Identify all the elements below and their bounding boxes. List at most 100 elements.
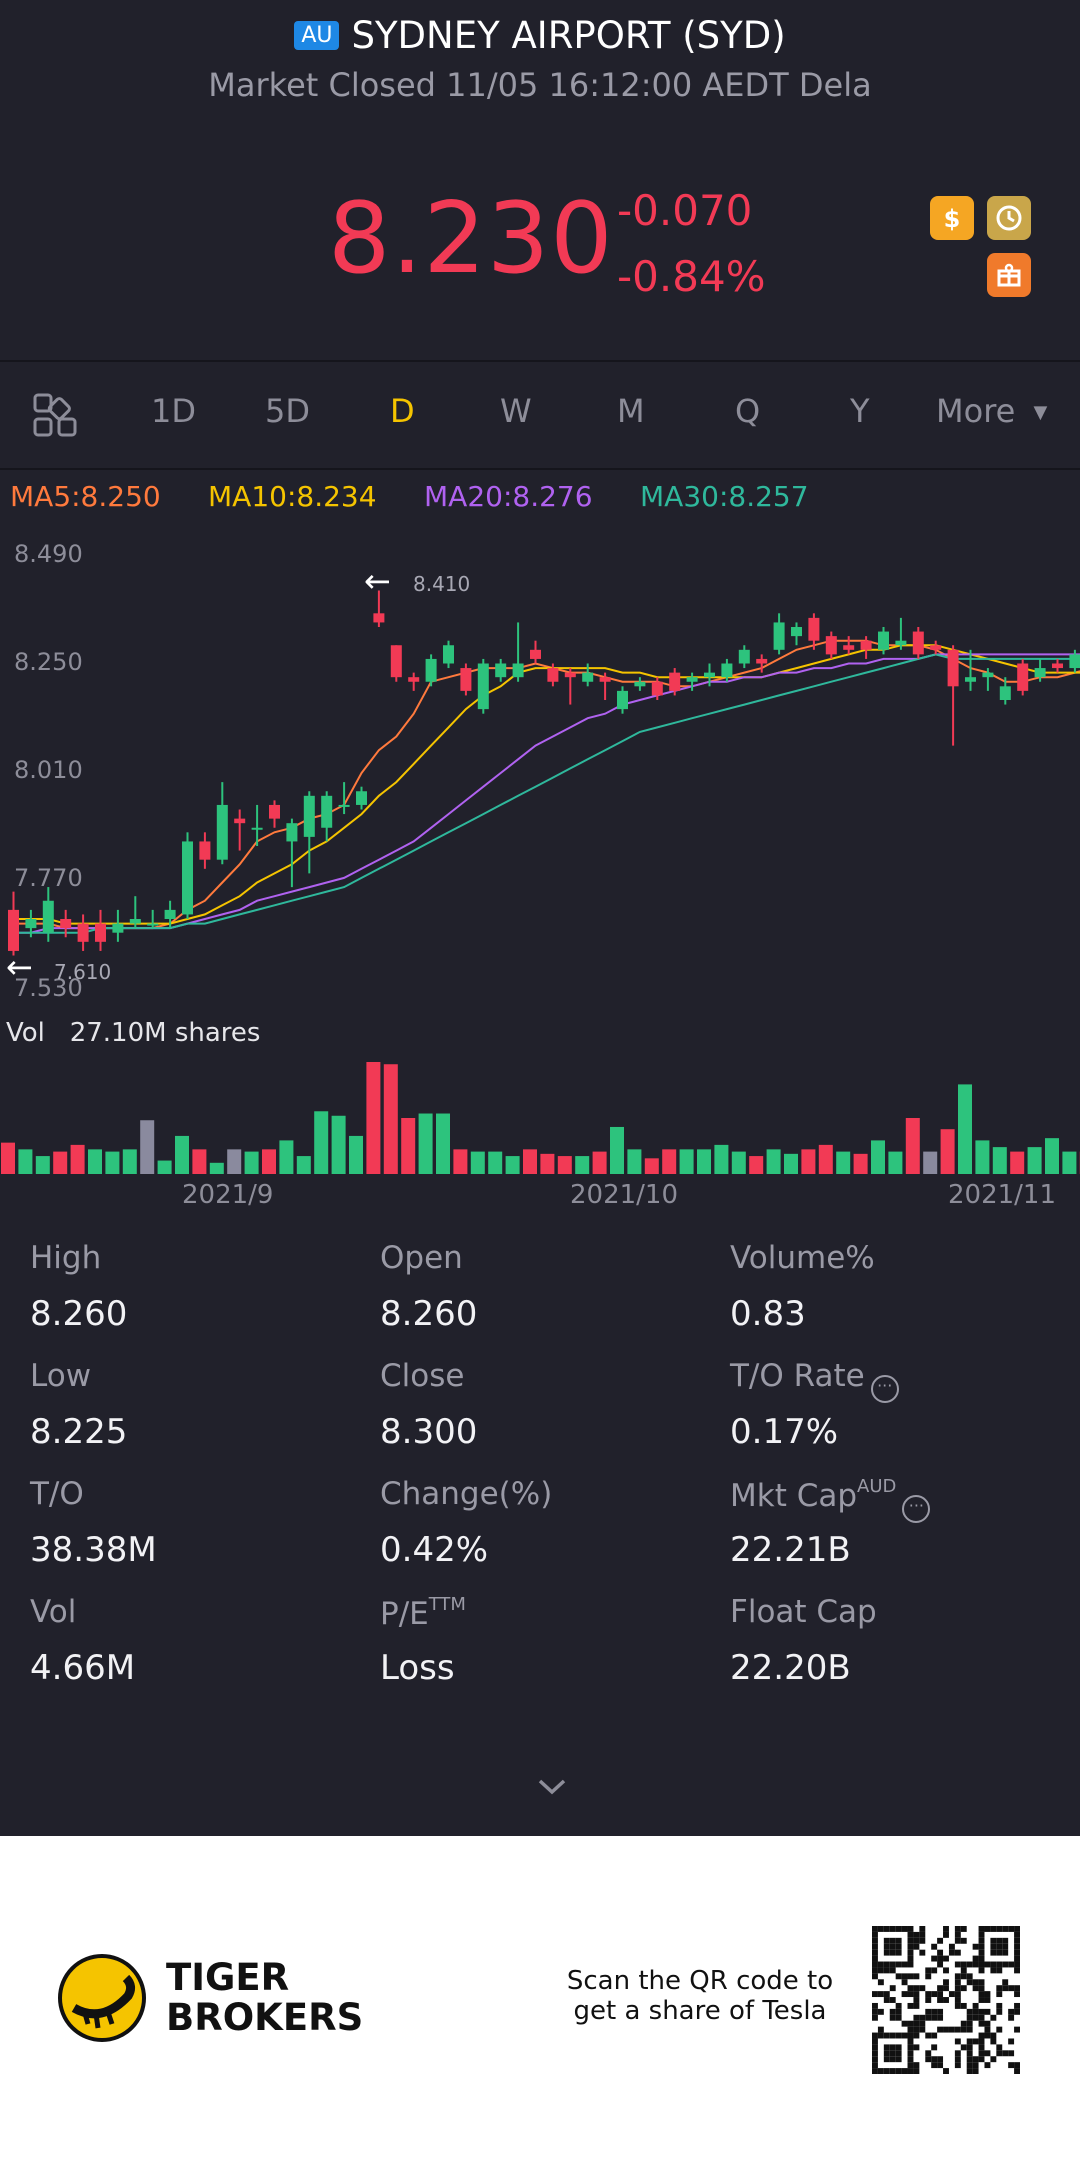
more-info-icon[interactable]: ···	[902, 1495, 931, 1523]
qr-module	[907, 2068, 914, 2074]
volume-bar	[958, 1084, 972, 1174]
tab-q[interactable]: Q	[735, 392, 761, 430]
candle-body	[530, 649, 541, 659]
qr-module	[966, 2050, 973, 2057]
stock-name: SYDNEY AIRPORT (SYD)	[351, 14, 786, 57]
volume-bar	[331, 1115, 346, 1174]
candle-body	[651, 681, 663, 696]
volume-bar	[627, 1149, 642, 1174]
history-icon[interactable]	[987, 196, 1031, 240]
qr-module	[895, 2050, 902, 2057]
qr-module	[937, 1991, 944, 1998]
qr-module	[972, 2062, 979, 2069]
qr-module	[996, 1961, 1003, 1968]
candle-body	[425, 658, 437, 682]
qr-module	[901, 2020, 908, 2027]
divider	[0, 468, 1080, 470]
volume-bar	[227, 1149, 242, 1174]
qr-module	[966, 1979, 973, 1986]
qr-module	[895, 1973, 902, 1980]
qr-module	[943, 1985, 949, 1992]
qr-module	[1014, 2008, 1020, 2015]
qr-module	[931, 2032, 938, 2039]
last-price: 8.230	[328, 182, 614, 296]
stat-change-label: Change(%)	[380, 1476, 553, 1512]
dropdown-icon: ▼	[1033, 402, 1048, 423]
candle-body	[791, 627, 802, 637]
qr-module	[872, 2002, 878, 2009]
qr-module	[925, 1991, 932, 1998]
qr-module	[913, 1997, 920, 2003]
candle-body	[1017, 663, 1029, 691]
volume-chart[interactable]	[0, 1050, 1080, 1176]
volume-bar	[1027, 1147, 1042, 1174]
qr-module	[996, 2002, 1003, 2009]
stat-to-rate: T/O Rate ···	[730, 1358, 899, 1403]
candle-body	[999, 686, 1011, 700]
qr-module	[895, 2056, 902, 2063]
more-info-icon[interactable]: ···	[870, 1375, 899, 1403]
ma20-label: MA20:8.276	[424, 480, 593, 513]
qr-module	[990, 2014, 997, 2021]
qr-module	[937, 1997, 944, 2003]
volume-bar	[140, 1120, 155, 1174]
candle-body	[825, 636, 837, 655]
stat-to-rate-label: T/O Rate	[730, 1358, 865, 1394]
qr-module	[984, 2008, 991, 2015]
qr-module	[907, 1931, 914, 1938]
grid-icon[interactable]	[32, 392, 78, 442]
qr-module	[978, 1991, 985, 1998]
qr-module	[996, 1985, 1003, 1992]
chevron-down-icon[interactable]	[536, 1776, 568, 1802]
qr-module	[1014, 1926, 1020, 1932]
stat-float-cap-label: Float Cap	[730, 1594, 877, 1630]
stat-close-value: 8.300	[380, 1412, 478, 1452]
qr-module	[919, 2026, 926, 2033]
qr-module	[937, 2056, 944, 2063]
qr-module	[990, 1926, 997, 1932]
qr-module	[954, 1991, 961, 1998]
qr-module	[913, 1991, 920, 1998]
tab-5d[interactable]: 5D	[265, 392, 310, 430]
qr-module	[889, 2056, 896, 2063]
candle-body	[512, 663, 524, 678]
qr-module	[883, 1937, 890, 1944]
volume-bar	[175, 1135, 189, 1174]
stat-pe-value: Loss	[380, 1648, 455, 1688]
qr-module	[907, 2002, 914, 2009]
qr-module	[907, 1961, 914, 1968]
tab-d[interactable]: D	[390, 392, 415, 430]
volume-bar	[453, 1149, 468, 1174]
qr-module	[872, 2038, 878, 2045]
qr-module	[901, 2068, 908, 2074]
qr-module	[883, 1991, 890, 1998]
qr-module	[913, 2062, 920, 2069]
tab-more[interactable]: More ▼	[936, 392, 1047, 430]
candle-body	[843, 645, 855, 650]
stat-low-label: Low	[30, 1358, 92, 1394]
qr-module	[907, 2056, 914, 2063]
tab-y[interactable]: Y	[850, 392, 870, 430]
candlestick-chart[interactable]	[0, 540, 1080, 1000]
gift-icon[interactable]	[987, 253, 1031, 297]
qr-module	[907, 2020, 914, 2027]
qr-module	[1008, 2038, 1015, 2045]
volume-bar	[714, 1144, 729, 1174]
qr-module	[972, 2008, 979, 2015]
tab-1d[interactable]: 1D	[151, 392, 196, 430]
dollar-icon[interactable]: $	[930, 196, 974, 240]
candle-body	[599, 677, 611, 682]
qr-module	[943, 1997, 949, 2003]
qr-module	[913, 2068, 920, 2074]
tab-m[interactable]: M	[617, 392, 645, 430]
qr-module	[978, 1979, 985, 1986]
qr-module	[913, 1985, 920, 1992]
candle-body	[895, 640, 907, 646]
qr-module	[960, 1926, 967, 1932]
volume-bar	[644, 1158, 659, 1174]
min-price-label: 7.610	[54, 960, 112, 984]
qr-module	[907, 1973, 914, 1980]
qr-module	[960, 1961, 967, 1968]
tab-w[interactable]: W	[500, 392, 532, 430]
qr-module	[872, 2008, 878, 2015]
